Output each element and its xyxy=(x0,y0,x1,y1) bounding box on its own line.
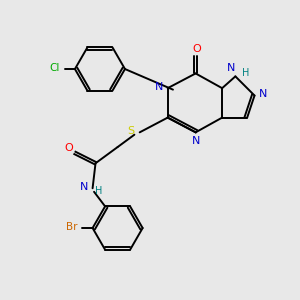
Text: N: N xyxy=(191,136,200,146)
Text: N: N xyxy=(155,82,164,92)
Text: Br: Br xyxy=(66,222,77,233)
Text: H: H xyxy=(95,186,103,196)
Text: S: S xyxy=(127,126,134,136)
Text: O: O xyxy=(193,44,202,54)
Text: O: O xyxy=(64,142,73,153)
Text: N: N xyxy=(259,89,268,99)
Text: N: N xyxy=(80,182,88,192)
Text: Cl: Cl xyxy=(49,63,59,73)
Text: N: N xyxy=(227,63,235,73)
Text: H: H xyxy=(242,68,249,78)
